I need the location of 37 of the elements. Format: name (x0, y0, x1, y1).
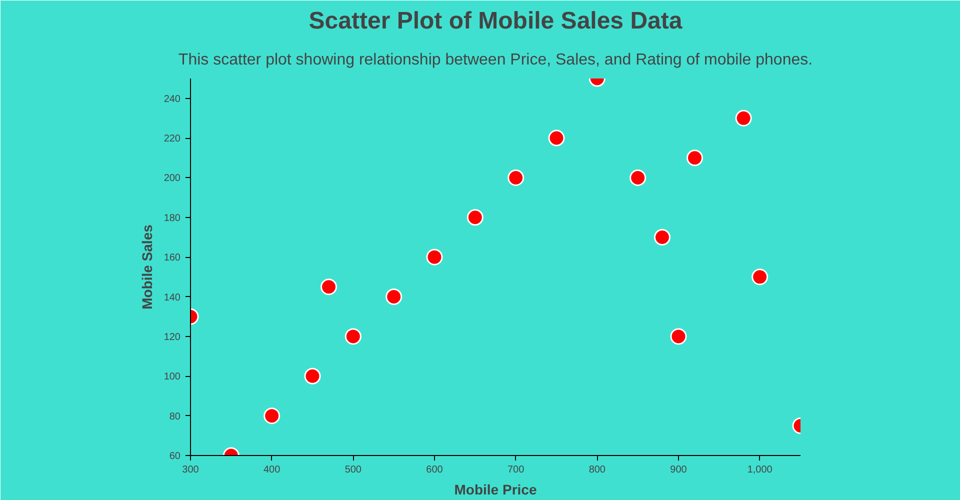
point (426, 248, 443, 266)
y-tick-label: 60 (169, 451, 181, 462)
y-tick-label: 240 (164, 94, 181, 105)
x-tick-label: 700 (507, 464, 525, 476)
y-tick-label: 220 (164, 134, 181, 145)
y-tick-label: 180 (164, 212, 181, 224)
point (654, 229, 670, 246)
chart-subtitle: This scatter plot showing relationship between Price, Sales, and Rating of mobile phones. (178, 52, 813, 68)
x-tick-label: 800 (588, 464, 606, 476)
x-tick-label: 600 (426, 464, 444, 476)
y-tick-label: 100 (164, 372, 181, 383)
point (752, 268, 768, 286)
point (344, 328, 362, 345)
y-tick-label: 120 (164, 332, 181, 343)
x-tick-label: 400 (263, 464, 281, 476)
y-tick-label: 140 (164, 292, 181, 304)
point (264, 408, 280, 424)
point (386, 288, 402, 305)
point (508, 169, 524, 186)
y-tick-label: 160 (164, 252, 181, 264)
chart-title: Scatter Plot of Mobile Sales Data (308, 8, 683, 34)
point (670, 328, 687, 345)
point (320, 278, 338, 296)
x-tick-label: 900 (670, 464, 688, 476)
x-axis-title: Mobile Price (454, 482, 537, 498)
x-tick-label: 1,000 (747, 464, 773, 476)
point (735, 110, 752, 126)
y-tick-label: 200 (164, 173, 181, 184)
x-tick-label: 300 (182, 464, 200, 476)
point (630, 169, 646, 186)
point (466, 209, 484, 226)
point (548, 130, 565, 146)
point (304, 368, 321, 384)
point (686, 150, 704, 166)
y-axis-title: Mobile Sales (138, 224, 155, 310)
x-tick-label: 500 (344, 464, 362, 476)
y-tick-label: 80 (169, 411, 181, 422)
